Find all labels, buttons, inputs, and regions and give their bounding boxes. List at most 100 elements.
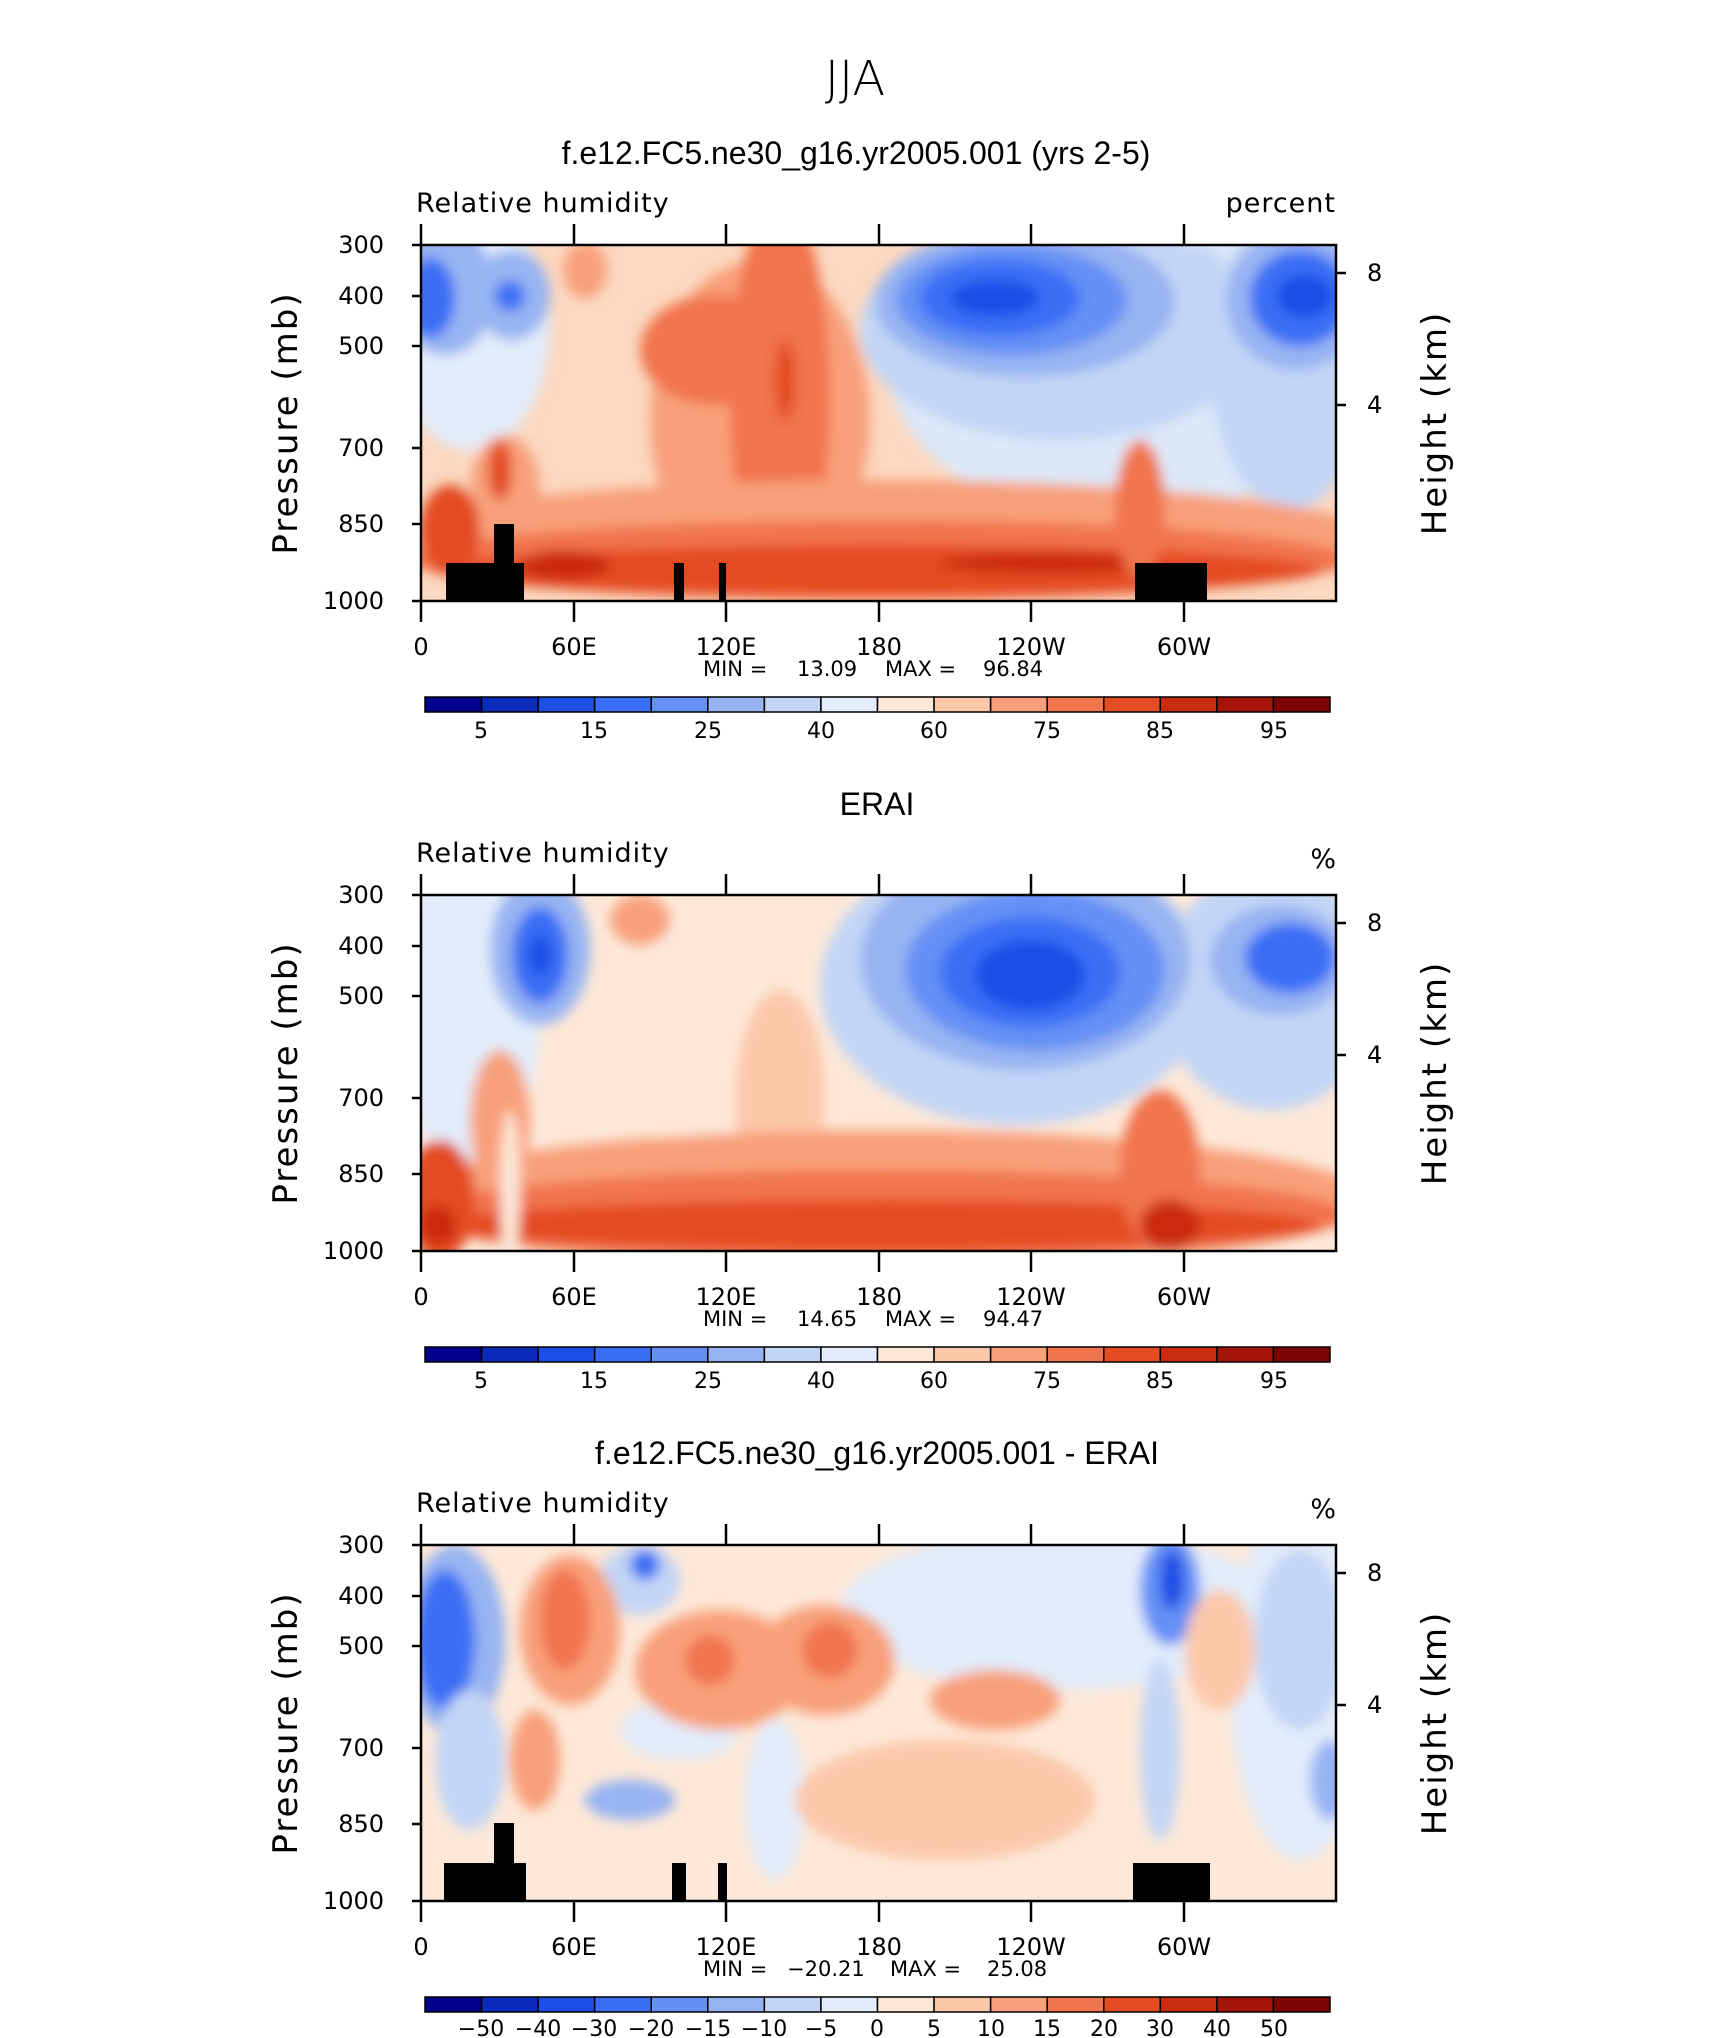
figure: JJA f.e12.FC5.ne30_g16.yr2005.001 (yrs 2…: [0, 0, 1710, 2038]
y-tick-label: 400: [338, 282, 384, 310]
x-tick-label: 60E: [551, 633, 597, 661]
panel-3-blob: [795, 1740, 1095, 1860]
colorbar-swatch: [651, 1347, 708, 1362]
y-tick-label: 400: [338, 1582, 384, 1610]
panel-2-blob: [500, 1110, 520, 1270]
colorbar-swatch: [1104, 1997, 1161, 2012]
colorbar-label: 75: [1033, 1369, 1061, 1394]
panel-2-y-right-tick-labels: 8 4: [1367, 909, 1382, 1069]
colorbar-swatch: [934, 697, 991, 712]
max-value: 94.47: [983, 1307, 1043, 1331]
panel-3-blob: [435, 1690, 505, 1830]
colorbar-swatch: [482, 697, 539, 712]
topography-block: [672, 1863, 686, 1901]
x-tick-label: 60W: [1157, 1283, 1211, 1311]
colorbar-swatch: [1160, 1997, 1217, 2012]
y-right-tick-label: 4: [1367, 391, 1382, 419]
colorbar-swatch: [764, 697, 821, 712]
colorbar-label: 5: [474, 719, 488, 744]
y-tick-label: 300: [338, 1531, 384, 1559]
min-value: −20.21: [787, 1957, 865, 1981]
colorbar-swatch: [1217, 1347, 1274, 1362]
topography-block: [718, 1863, 727, 1901]
colorbar-label: 15: [580, 1369, 608, 1394]
colorbar-label: 40: [1203, 2017, 1231, 2038]
min-value: 13.09: [797, 657, 857, 681]
colorbar-swatch: [538, 697, 595, 712]
colorbar-label: 0: [870, 2017, 884, 2038]
panel-3-blob: [1255, 1550, 1345, 1730]
colorbar-label: 15: [1033, 2017, 1061, 2038]
y-tick-label: 500: [338, 982, 384, 1010]
panel-2-ylabel: Pressure (mb): [266, 941, 306, 1204]
x-tick-label: 0: [413, 633, 428, 661]
colorbar-swatch: [425, 1997, 482, 2012]
max-label: MAX =: [885, 657, 956, 681]
panel-1-blob: [420, 485, 480, 575]
panel-1: f.e12.FC5.ne30_g16.yr2005.001 (yrs 2-5) …: [266, 135, 1455, 744]
x-tick-label: 60W: [1157, 633, 1211, 661]
panel-1-colorbar: [425, 697, 1330, 712]
min-label: MIN =: [703, 657, 767, 681]
panel-3-ylabel-right: Height (km): [1415, 1611, 1455, 1836]
panel-3-blob: [540, 1570, 590, 1670]
colorbar-label: 95: [1260, 1369, 1288, 1394]
topography-block: [1135, 563, 1207, 601]
panel-3-blob: [510, 1710, 560, 1810]
panel-1-ylabel-right: Height (km): [1415, 311, 1455, 536]
x-tick-label: 60W: [1157, 1933, 1211, 1961]
x-tick-label: 60E: [551, 1283, 597, 1311]
colorbar-swatch: [878, 1347, 935, 1362]
colorbar-swatch: [538, 1997, 595, 2012]
figure-title: JJA: [825, 51, 885, 107]
colorbar-swatch: [595, 697, 652, 712]
panel-1-blob: [405, 258, 455, 338]
panel-3-blob: [415, 1570, 475, 1710]
colorbar-label: 50: [1260, 2017, 1288, 2038]
panel-2-units-label: %: [1310, 844, 1336, 875]
colorbar-swatch: [482, 1347, 539, 1362]
panel-3-units-label: %: [1310, 1494, 1336, 1525]
panel-3-blob: [930, 1670, 1060, 1730]
colorbar-label: 25: [694, 719, 722, 744]
panel-2-subtitle: ERAI: [840, 786, 915, 822]
colorbar-label: 40: [807, 1369, 835, 1394]
topography-block: [719, 563, 726, 601]
colorbar-swatch: [934, 1347, 991, 1362]
panel-2-blob: [975, 940, 1085, 1010]
panel-3-ylabel: Pressure (mb): [266, 1591, 306, 1854]
colorbar-label: −10: [741, 2017, 787, 2038]
y-tick-label: 300: [338, 231, 384, 259]
panel-3-y-tick-labels: 300 400 500 700 850 1000: [323, 1531, 384, 1915]
colorbar-swatch: [1104, 697, 1161, 712]
topography-block: [494, 524, 514, 564]
panel-1-y-tick-labels: 300 400 500 700 850 1000: [323, 231, 384, 615]
x-tick-label: 60E: [551, 1933, 597, 1961]
panel-1-blob: [520, 550, 610, 580]
panel-2-blob: [1140, 1200, 1200, 1250]
colorbar-swatch: [821, 697, 878, 712]
min-label: MIN =: [703, 1957, 767, 1981]
colorbar-label: 20: [1090, 2017, 1118, 2038]
y-right-tick-label: 4: [1367, 1691, 1382, 1719]
topography-block: [444, 1863, 526, 1901]
topography-block: [1133, 1863, 1210, 1901]
colorbar-swatch: [1047, 697, 1104, 712]
colorbar-swatch: [1047, 1347, 1104, 1362]
y-tick-label: 850: [338, 1160, 384, 1188]
colorbar-swatch: [878, 697, 935, 712]
colorbar-label: −15: [685, 2017, 731, 2038]
colorbar-swatch: [595, 1997, 652, 2012]
colorbar-swatch: [651, 1997, 708, 2012]
panel-2-field: [390, 845, 1380, 1270]
colorbar-swatch: [651, 697, 708, 712]
panel-1-field: [380, 200, 1380, 601]
colorbar-swatch: [1217, 1997, 1274, 2012]
y-tick-label: 700: [338, 1734, 384, 1762]
x-tick-label: 0: [413, 1933, 428, 1961]
panel-1-subtitle: f.e12.FC5.ne30_g16.yr2005.001 (yrs 2-5): [562, 135, 1151, 171]
panel-3-y-right-tick-labels: 8 4: [1367, 1559, 1382, 1719]
panel-3-blob: [1160, 1550, 1184, 1610]
colorbar-label: 85: [1146, 1369, 1174, 1394]
topography-block: [674, 563, 684, 601]
